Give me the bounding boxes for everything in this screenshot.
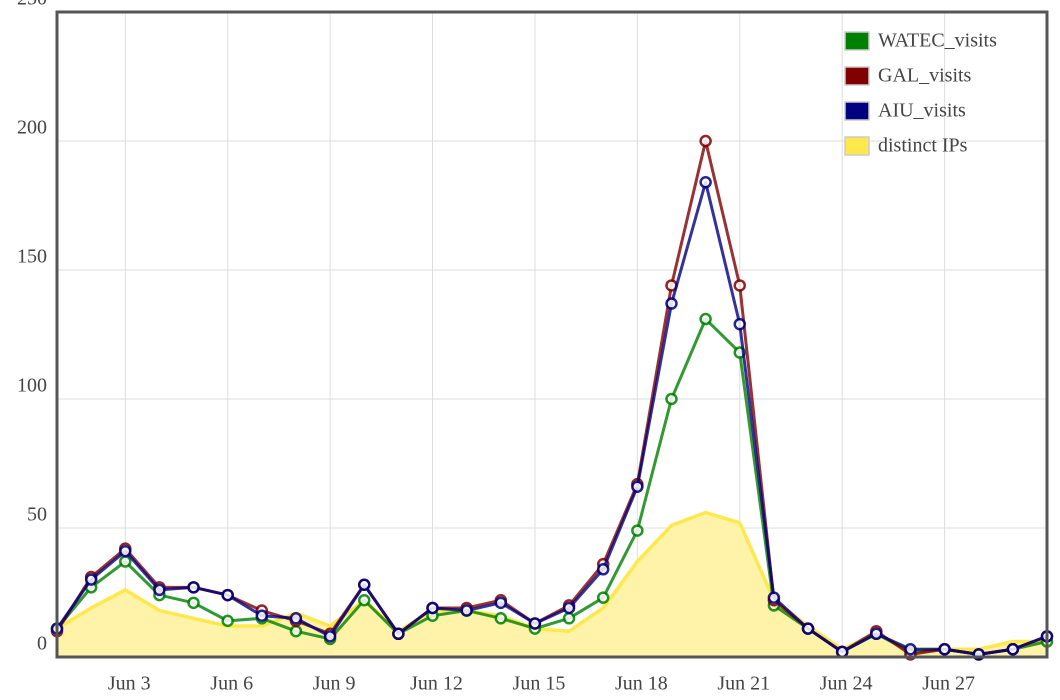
- data-point: [1006, 643, 1020, 656]
- data-point: [835, 645, 849, 659]
- data-point: [392, 627, 405, 641]
- legend-label: distinct IPs: [878, 135, 968, 157]
- data-point: [187, 581, 200, 594]
- data-point: [460, 604, 473, 617]
- y-tick-label: 150: [17, 246, 47, 268]
- data-point: [631, 480, 644, 493]
- data-point: [84, 573, 98, 586]
- x-tick-label: Jun 27: [922, 673, 975, 695]
- legend-label: WATEC_visits: [878, 30, 997, 52]
- data-point: [904, 643, 917, 656]
- data-point: [562, 612, 576, 625]
- legend-swatch: [844, 136, 870, 156]
- data-point: [187, 596, 200, 610]
- data-point: [494, 612, 508, 625]
- data-point: [699, 134, 712, 148]
- data-point: [221, 614, 234, 628]
- y-tick-label: 250: [17, 0, 47, 10]
- data-point: [767, 591, 781, 604]
- data-point: [153, 583, 166, 597]
- plot-border: [55, 10, 1049, 659]
- data-point: [323, 630, 337, 643]
- data-point: [733, 279, 747, 292]
- plot-background: [57, 12, 1047, 657]
- data-point: [733, 317, 747, 331]
- data-point: [699, 312, 712, 326]
- y-tick-label: 100: [17, 375, 47, 397]
- data-point: [596, 563, 610, 576]
- data-point: [221, 588, 234, 602]
- legend-swatch: [844, 101, 870, 121]
- x-tick-label: Jun 21: [717, 673, 770, 695]
- data-point: [938, 643, 951, 656]
- data-point: [357, 578, 371, 592]
- x-tick-label: Jun 24: [820, 673, 873, 695]
- data-point: [119, 555, 132, 568]
- data-point: [665, 297, 678, 310]
- x-tick-label: Jun 18: [615, 673, 668, 695]
- data-point: [357, 593, 371, 607]
- data-point: [119, 544, 132, 558]
- data-point: [801, 622, 815, 635]
- x-tick-label: Jun 15: [513, 673, 566, 695]
- data-point: [289, 612, 303, 625]
- data-point: [255, 609, 269, 622]
- legend-swatch: [844, 31, 870, 51]
- data-point: [665, 392, 678, 406]
- data-point: [528, 617, 542, 630]
- x-tick-label: Jun 6: [210, 673, 253, 695]
- x-tick-label: Jun 3: [108, 673, 151, 695]
- data-point: [289, 624, 303, 638]
- legend-swatch: [844, 66, 870, 86]
- x-tick-label: Jun 9: [313, 673, 356, 695]
- data-point: [426, 601, 439, 615]
- data-point: [596, 591, 610, 604]
- data-point: [494, 596, 508, 610]
- y-tick-label: 50: [27, 504, 47, 526]
- x-tick-label: Jun 12: [410, 673, 463, 695]
- y-tick-label: 0: [37, 633, 47, 655]
- data-point: [562, 601, 576, 615]
- y-tick-label: 200: [17, 117, 47, 139]
- data-point: [631, 524, 644, 537]
- legend-label: AIU_visits: [878, 100, 966, 122]
- data-point: [870, 627, 883, 641]
- data-point: [699, 176, 712, 189]
- legend-label: GAL_visits: [878, 65, 972, 87]
